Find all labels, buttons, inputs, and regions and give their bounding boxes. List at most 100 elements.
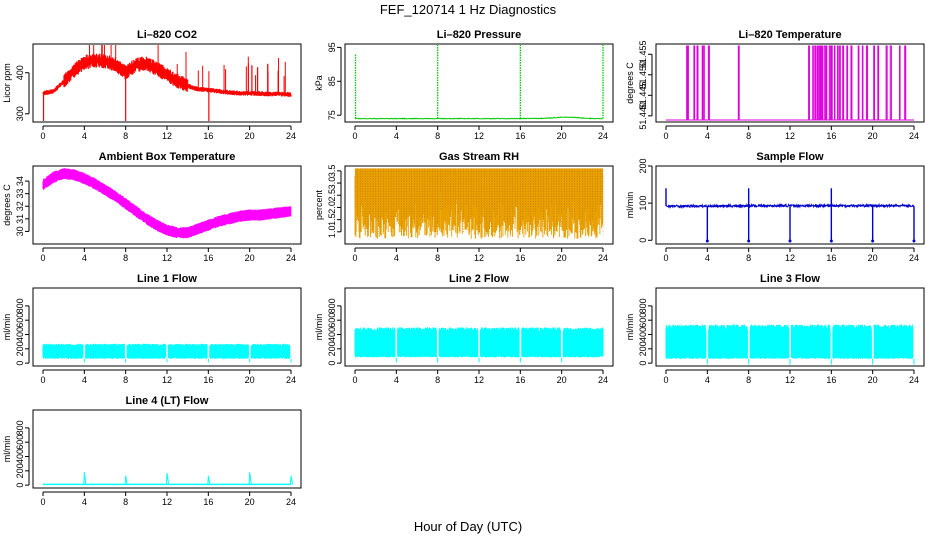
rh-y-tick-label: 3.5 bbox=[327, 165, 337, 178]
li_temp-y-tick-label: 51.455 bbox=[638, 40, 648, 68]
li-temperature-pulse bbox=[828, 45, 831, 120]
li-temperature-pulse bbox=[701, 45, 704, 120]
line3-x-tick-label: 12 bbox=[785, 375, 795, 385]
li-temperature-panel-title: Li–820 Temperature bbox=[738, 29, 841, 41]
rh-x-tick-label: 4 bbox=[394, 253, 399, 263]
line2-y-tick-label: 800 bbox=[327, 298, 337, 313]
li-temperature-pulse bbox=[737, 45, 740, 120]
line4-plot-frame bbox=[32, 409, 302, 489]
box_temp-y-tick-label: 33 bbox=[15, 189, 25, 199]
line3-flow-ylabel: ml/min bbox=[625, 314, 635, 341]
li-temperature-pulse bbox=[839, 45, 841, 120]
sample_flow-x-tick-label: 8 bbox=[746, 253, 751, 263]
li-temperature-pulse bbox=[687, 45, 689, 120]
line3-x-tick-label: 16 bbox=[826, 375, 836, 385]
line1-x-tick-label: 4 bbox=[82, 375, 87, 385]
line2-x-tick-label: 16 bbox=[515, 375, 525, 385]
line3-x-tick-label: 20 bbox=[868, 375, 878, 385]
rh-series-band bbox=[354, 175, 604, 239]
box_temp-x-tick-label: 12 bbox=[162, 253, 172, 263]
line4-x-tick-label: 24 bbox=[286, 497, 296, 507]
line4-y-tick-label: 200 bbox=[15, 463, 25, 478]
line1-data bbox=[42, 343, 292, 363]
rh-x-tick-label: 20 bbox=[557, 253, 567, 263]
li-temperature-pulse bbox=[702, 45, 705, 120]
co2-y-tick-label: 300 bbox=[15, 106, 25, 121]
li-temperature-pulse bbox=[877, 45, 880, 120]
line2-plot-frame bbox=[344, 287, 614, 367]
li-temperature-pulse bbox=[885, 45, 888, 120]
li_temp-x-tick-label: 12 bbox=[785, 131, 795, 141]
li-temperature-pulse bbox=[823, 45, 826, 120]
line4-flow-ylabel: ml/min bbox=[2, 436, 12, 463]
sample-flow-panel: Sample Flow ml/min 0 4 8 12 16 20 24 0 100 200 bbox=[625, 151, 925, 263]
li-temperature-pulse bbox=[857, 45, 860, 120]
sample-flow-dip-point bbox=[747, 239, 751, 243]
line4-flow-peak bbox=[124, 475, 128, 485]
co2-data bbox=[42, 45, 292, 121]
rh-x-tick-label: 8 bbox=[435, 253, 440, 263]
li_temp-x-tick-label: 16 bbox=[826, 131, 836, 141]
line4-flow-peak bbox=[207, 475, 211, 485]
li-temperature-pulse bbox=[816, 45, 819, 120]
box_temp-x-tick-label: 16 bbox=[203, 253, 213, 263]
line4-flow-panel-title: Line 4 (LT) Flow bbox=[126, 395, 209, 407]
line2-y-tick-label: 600 bbox=[327, 313, 337, 328]
sample-flow-dip-point bbox=[912, 239, 916, 243]
li-temperature-pulse bbox=[696, 45, 699, 120]
sample-flow-dip-point bbox=[871, 239, 875, 243]
figure-title: FEF_120714 1 Hz Diagnostics bbox=[380, 2, 557, 17]
co2-noise-band bbox=[42, 53, 292, 97]
line2-x-tick-label: 20 bbox=[557, 375, 567, 385]
li-temperature-pulse bbox=[833, 45, 836, 120]
pressure-x-tick-label: 4 bbox=[394, 131, 399, 141]
sample-flow-ylabel: ml/min bbox=[625, 192, 635, 219]
pressure-series-line bbox=[354, 116, 603, 120]
line3-x-tick-label: 8 bbox=[746, 375, 751, 385]
sample_flow-plot-frame bbox=[655, 165, 925, 245]
line3-flow-band bbox=[665, 324, 914, 359]
line1-x-tick-label: 16 bbox=[203, 375, 213, 385]
li_temp-y-tick-label: 51.440 bbox=[638, 102, 648, 130]
line2-y-tick-label: 200 bbox=[327, 341, 337, 356]
line4-x-tick-label: 20 bbox=[245, 497, 255, 507]
li-temperature-pulse bbox=[812, 45, 814, 120]
line3-y-tick-label: 400 bbox=[638, 327, 648, 342]
rh-plot-frame bbox=[344, 165, 614, 245]
rh-x-tick-label: 12 bbox=[474, 253, 484, 263]
co2-x-tick-label: 24 bbox=[286, 131, 296, 141]
line4-flow-panel: Line 4 (LT) Flow ml/min 0 4 8 12 16 20 24 0 2004… bbox=[2, 395, 302, 507]
box_temp-x-tick-label: 0 bbox=[40, 253, 45, 263]
line4-x-tick-label: 8 bbox=[123, 497, 128, 507]
li-temperature-pulse bbox=[693, 45, 696, 120]
line3-y-tick-label: 200 bbox=[638, 341, 648, 356]
line3-x-tick-label: 24 bbox=[909, 375, 919, 385]
pressure-x-tick-label: 8 bbox=[435, 131, 440, 141]
li-temperature-pulse bbox=[830, 45, 833, 120]
co2-panel: Li–820 CO2 Licor ppm 0 4 8 12 16 20 24 300 400 bbox=[2, 29, 302, 141]
line2-y-tick-label: 400 bbox=[327, 327, 337, 342]
line4-flow-peak bbox=[165, 472, 170, 485]
line1-flow-panel: Line 1 Flow ml/min 0 4 8 12 16 20 24 0 200400600… bbox=[2, 273, 302, 385]
line1-x-tick-label: 8 bbox=[123, 375, 128, 385]
line2-data bbox=[354, 327, 604, 363]
li-temperature-pulse bbox=[837, 45, 839, 120]
sample-flow-panel-title: Sample Flow bbox=[756, 151, 824, 163]
pressure-ylabel: kPa bbox=[314, 75, 324, 91]
line1-flow-band bbox=[42, 343, 291, 359]
line3-y-tick-label: 600 bbox=[638, 313, 648, 328]
box_temp-data bbox=[42, 168, 292, 239]
li_temp-x-tick-label: 0 bbox=[663, 131, 668, 141]
co2-y-tick-label: 400 bbox=[15, 65, 25, 80]
li-temperature-pulse bbox=[889, 45, 892, 120]
line2-y-tick-label: 0 bbox=[327, 361, 337, 366]
line1-y-tick-label: 200 bbox=[15, 341, 25, 356]
li-temperature-pulse bbox=[819, 45, 822, 120]
rh-y-tick-label: 3.0 bbox=[327, 177, 337, 190]
co2-plot-frame bbox=[32, 43, 302, 123]
line2-x-tick-label: 8 bbox=[435, 375, 440, 385]
rh-x-tick-label: 16 bbox=[515, 253, 525, 263]
li-temperature-pulse bbox=[842, 45, 845, 120]
co2-x-tick-label: 4 bbox=[82, 131, 87, 141]
co2-ylabel: Licor ppm bbox=[2, 63, 12, 103]
